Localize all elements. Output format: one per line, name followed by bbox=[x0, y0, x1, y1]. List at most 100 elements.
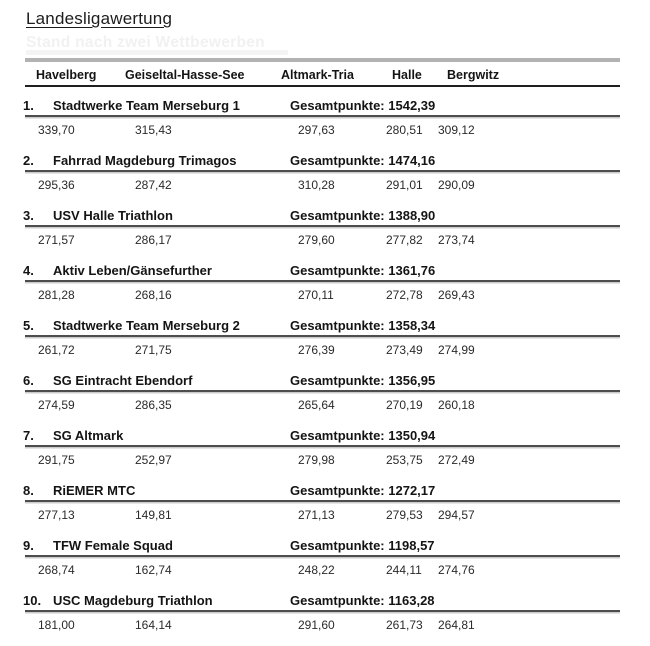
row-separator bbox=[25, 170, 620, 172]
team-name: SG Altmark bbox=[53, 428, 124, 443]
team-line: 6. SG Eintracht Ebendorf Gesamtpunkte: 1… bbox=[0, 373, 650, 389]
score-havelberg: 339,70 bbox=[38, 123, 75, 137]
score-halle: 272,78 bbox=[386, 288, 423, 302]
total-points-label: Gesamtpunkte: bbox=[290, 593, 385, 608]
total-points-value: 1272,17 bbox=[388, 483, 436, 498]
total-points-value: 1361,76 bbox=[388, 263, 436, 278]
total-points-value: 1350,94 bbox=[388, 428, 436, 443]
total-points-value: 1198,57 bbox=[388, 538, 435, 553]
total-points-label: Gesamtpunkte: bbox=[290, 318, 385, 333]
score-halle: 244,11 bbox=[386, 563, 422, 577]
rank-label: 3. bbox=[23, 208, 34, 223]
row-separator bbox=[25, 390, 620, 392]
total-points: Gesamtpunkte: 1358,34 bbox=[290, 318, 435, 333]
team-name: Aktiv Leben/Gänsefurther bbox=[53, 263, 212, 278]
total-points: Gesamtpunkte: 1542,39 bbox=[290, 98, 435, 113]
team-name: Fahrrad Magdeburg Trimagos bbox=[53, 153, 237, 168]
score-line: 295,36 287,42 310,28 291,01 290,09 bbox=[0, 178, 650, 192]
score-altmark-tria: 279,60 bbox=[298, 233, 335, 247]
team-row-9: 9. TFW Female Squad Gesamtpunkte: 1198,5… bbox=[0, 536, 650, 591]
total-points: Gesamtpunkte: 1474,16 bbox=[290, 153, 435, 168]
team-line: 10. USC Magdeburg Triathlon Gesamtpunkte… bbox=[0, 593, 650, 609]
team-row-7: 7. SG Altmark Gesamtpunkte: 1350,94 291,… bbox=[0, 426, 650, 481]
team-line: 2. Fahrrad Magdeburg Trimagos Gesamtpunk… bbox=[0, 153, 650, 169]
team-line: 9. TFW Female Squad Gesamtpunkte: 1198,5… bbox=[0, 538, 650, 554]
team-line: 5. Stadtwerke Team Merseburg 2 Gesamtpun… bbox=[0, 318, 650, 334]
score-geiseltal: 252,97 bbox=[135, 453, 172, 467]
total-points: Gesamtpunkte: 1350,94 bbox=[290, 428, 435, 443]
column-header-havelberg: Havelberg bbox=[36, 68, 97, 82]
score-bergwitz: 260,18 bbox=[438, 398, 475, 412]
team-name: Stadtwerke Team Merseburg 2 bbox=[53, 318, 240, 333]
total-points: Gesamtpunkte: 1272,17 bbox=[290, 483, 435, 498]
table-header-row: Havelberg Geiseltal-Hasse-See Altmark-Tr… bbox=[25, 66, 620, 87]
score-bergwitz: 309,12 bbox=[438, 123, 475, 137]
score-geiseltal: 149,81 bbox=[135, 508, 172, 522]
total-points-label: Gesamtpunkte: bbox=[290, 98, 385, 113]
total-points-label: Gesamtpunkte: bbox=[290, 373, 385, 388]
score-halle: 261,73 bbox=[386, 618, 423, 632]
score-altmark-tria: 297,63 bbox=[298, 123, 335, 137]
score-line: 339,70 315,43 297,63 280,51 309,12 bbox=[0, 123, 650, 137]
score-havelberg: 295,36 bbox=[38, 178, 75, 192]
team-line: 3. USV Halle Triathlon Gesamtpunkte: 138… bbox=[0, 208, 650, 224]
team-line: 7. SG Altmark Gesamtpunkte: 1350,94 bbox=[0, 428, 650, 444]
faint-text-line bbox=[26, 50, 288, 55]
standings-list: 1. Stadtwerke Team Merseburg 1 Gesamtpun… bbox=[0, 96, 650, 646]
score-line: 181,00 164,14 291,60 261,73 264,81 bbox=[0, 618, 650, 632]
score-altmark-tria: 271,13 bbox=[298, 508, 335, 522]
team-name: RiEMER MTC bbox=[53, 483, 136, 498]
score-havelberg: 291,75 bbox=[38, 453, 75, 467]
total-points: Gesamtpunkte: 1388,90 bbox=[290, 208, 435, 223]
score-havelberg: 271,57 bbox=[38, 233, 75, 247]
score-line: 271,57 286,17 279,60 277,82 273,74 bbox=[0, 233, 650, 247]
team-name: USV Halle Triathlon bbox=[53, 208, 173, 223]
rank-label: 10. bbox=[23, 593, 42, 608]
score-havelberg: 274,59 bbox=[38, 398, 75, 412]
total-points-value: 1163,28 bbox=[388, 593, 435, 608]
score-altmark-tria: 276,39 bbox=[298, 343, 335, 357]
column-header-halle: Halle bbox=[392, 68, 422, 82]
total-points: Gesamtpunkte: 1163,28 bbox=[290, 593, 435, 608]
team-name: Stadtwerke Team Merseburg 1 bbox=[53, 98, 240, 113]
row-separator bbox=[25, 555, 620, 557]
score-line: 268,74 162,74 248,22 244,11 274,76 bbox=[0, 563, 650, 577]
score-halle: 253,75 bbox=[386, 453, 423, 467]
score-bergwitz: 290,09 bbox=[438, 178, 475, 192]
score-altmark-tria: 248,22 bbox=[298, 563, 335, 577]
team-row-10: 10. USC Magdeburg Triathlon Gesamtpunkte… bbox=[0, 591, 650, 646]
team-name: TFW Female Squad bbox=[53, 538, 173, 553]
total-points: Gesamtpunkte: 1356,95 bbox=[290, 373, 435, 388]
total-points-value: 1542,39 bbox=[388, 98, 436, 113]
total-points-label: Gesamtpunkte: bbox=[290, 153, 385, 168]
team-name: SG Eintracht Ebendorf bbox=[53, 373, 193, 388]
score-bergwitz: 272,49 bbox=[438, 453, 475, 467]
score-bergwitz: 274,99 bbox=[438, 343, 475, 357]
score-geiseltal: 164,14 bbox=[135, 618, 172, 632]
total-points: Gesamtpunkte: 1198,57 bbox=[290, 538, 435, 553]
score-line: 291,75 252,97 279,98 253,75 272,49 bbox=[0, 453, 650, 467]
total-points-label: Gesamtpunkte: bbox=[290, 208, 385, 223]
team-row-6: 6. SG Eintracht Ebendorf Gesamtpunkte: 1… bbox=[0, 371, 650, 426]
team-line: 8. RiEMER MTC Gesamtpunkte: 1272,17 bbox=[0, 483, 650, 499]
score-altmark-tria: 265,64 bbox=[298, 398, 335, 412]
score-halle: 273,49 bbox=[386, 343, 423, 357]
total-points: Gesamtpunkte: 1361,76 bbox=[290, 263, 435, 278]
score-bergwitz: 294,57 bbox=[438, 508, 475, 522]
score-geiseltal: 287,42 bbox=[135, 178, 172, 192]
score-havelberg: 261,72 bbox=[38, 343, 75, 357]
total-points-value: 1356,95 bbox=[388, 373, 436, 388]
team-name: USC Magdeburg Triathlon bbox=[53, 593, 213, 608]
score-bergwitz: 273,74 bbox=[438, 233, 475, 247]
score-havelberg: 281,28 bbox=[38, 288, 75, 302]
rank-label: 6. bbox=[23, 373, 34, 388]
score-geiseltal: 162,74 bbox=[135, 563, 172, 577]
row-separator bbox=[25, 500, 620, 502]
total-points-value: 1388,90 bbox=[388, 208, 436, 223]
total-points-label: Gesamtpunkte: bbox=[290, 483, 385, 498]
score-altmark-tria: 270,11 bbox=[298, 288, 334, 302]
column-header-altmark-tria: Altmark-Tria bbox=[281, 68, 354, 82]
score-line: 274,59 286,35 265,64 270,19 260,18 bbox=[0, 398, 650, 412]
score-halle: 291,01 bbox=[386, 178, 423, 192]
score-halle: 277,82 bbox=[386, 233, 423, 247]
